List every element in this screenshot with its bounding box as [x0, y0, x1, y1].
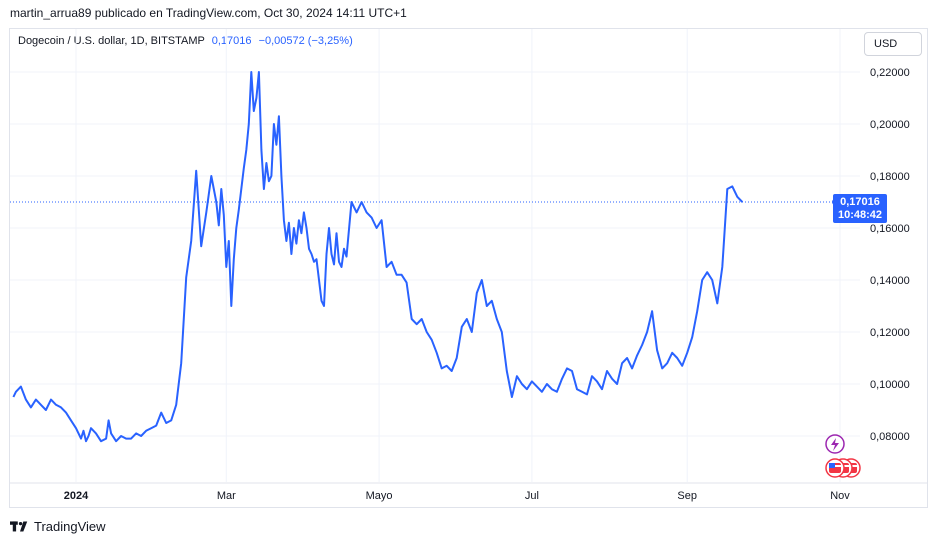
y-tick-label: 0,12000	[870, 327, 910, 339]
legend-price: 0,17016	[211, 35, 252, 47]
last-price-value: 0,17016	[840, 196, 880, 208]
last-price-tag: 0,17016 10:48:42	[833, 194, 887, 223]
footer-brand: TradingView	[34, 519, 106, 534]
symbol-title: Dogecoin / U.S. dollar, 1D, BITSTAMP	[18, 35, 205, 47]
currency-button[interactable]: USD	[864, 32, 922, 56]
tradingview-logo-icon	[10, 520, 28, 531]
price-series-line	[12, 71, 744, 443]
y-tick-label: 0,10000	[870, 379, 910, 391]
y-tick-label: 0,22000	[870, 67, 910, 79]
flag-canton	[829, 463, 835, 468]
candle-countdown: 10:48:42	[837, 209, 883, 221]
y-tick-label: 0,18000	[870, 171, 910, 183]
x-tick-label: Mayo	[366, 490, 393, 502]
y-tick-label: 0,14000	[870, 275, 910, 287]
publisher-header: martin_arrua89 publicado en TradingView.…	[10, 6, 407, 20]
x-tick-label: 2024	[64, 490, 89, 502]
x-tick-label: Sep	[677, 490, 697, 502]
footer: TradingView	[10, 519, 106, 534]
chart-frame	[9, 28, 928, 508]
y-tick-label: 0,08000	[870, 431, 910, 443]
x-tick-label: Jul	[525, 490, 539, 502]
legend-change: −0,00572 (−3,25%)	[258, 35, 353, 47]
x-tick-label: Nov	[830, 490, 850, 502]
y-tick-label: 0,16000	[870, 223, 910, 235]
y-tick-label: 0,20000	[870, 119, 910, 131]
lightning-glyph	[831, 438, 839, 451]
x-tick-label: Mar	[217, 490, 236, 502]
symbol-legend: Dogecoin / U.S. dollar, 1D, BITSTAMP 0,1…	[18, 35, 353, 47]
